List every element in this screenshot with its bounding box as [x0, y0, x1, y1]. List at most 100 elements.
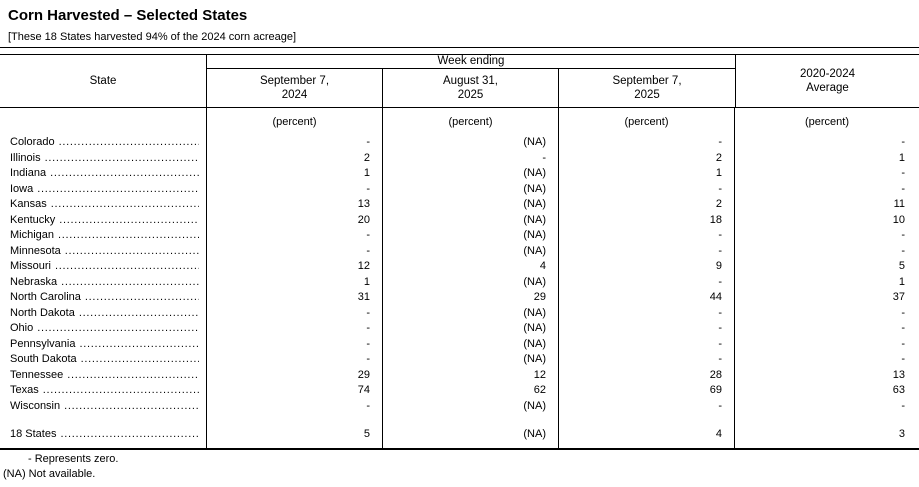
table-row: North Dakota - (NA) - -: [0, 305, 919, 321]
value-sep7-2024: -: [207, 181, 383, 197]
table-row: Indiana 1 (NA) 1 -: [0, 166, 919, 182]
table-row: Nebraska 1 (NA) - 1: [0, 274, 919, 291]
value-sep7-2024: 1: [207, 166, 383, 182]
table-row: Michigan - (NA) - -: [0, 228, 919, 244]
state-name: Pennsylvania: [10, 337, 76, 350]
state-name: Colorado: [10, 136, 55, 148]
value-sep7-2025: -: [559, 135, 735, 151]
value-aug31-2025: (NA): [383, 398, 559, 414]
table-row: Wisconsin - (NA) - -: [0, 398, 919, 414]
value-sep7-2025: 4: [559, 427, 735, 443]
state-name: North Dakota: [10, 306, 75, 319]
value-sep7-2024: -: [207, 321, 383, 337]
unit-label: (percent): [559, 107, 735, 135]
value-sep7-2025: 2: [559, 197, 735, 213]
state-name: Ohio: [10, 322, 34, 334]
value-average: -: [901, 306, 905, 319]
table-row: Colorado - (NA) - -: [0, 135, 919, 151]
state-cell: Missouri: [0, 259, 207, 275]
value-average: 1: [898, 275, 905, 288]
value-aug31-2025: (NA): [383, 166, 559, 182]
column-header-state: State: [0, 55, 207, 107]
state-cell: South Dakota: [0, 352, 207, 368]
state-cell: Pennsylvania: [0, 336, 207, 353]
value-average: -: [901, 244, 905, 257]
dot-leader: [59, 135, 199, 151]
table-row: Illinois 2 - 2 1: [0, 150, 919, 167]
table-body: Colorado - (NA) - - Illinois 2 - 2 1 Ind…: [0, 135, 919, 414]
value-average: -: [901, 399, 905, 412]
state-name: Iowa: [10, 182, 34, 195]
corn-harvested-table: State Week ending September 7, 2024 Augu…: [0, 54, 919, 450]
dot-leader: [67, 368, 199, 384]
value-average: 10: [892, 213, 905, 226]
state-cell: Tennessee: [0, 367, 207, 384]
dot-leader: [50, 166, 199, 182]
value-aug31-2025: 4: [383, 259, 559, 275]
value-aug31-2025: (NA): [383, 243, 559, 259]
table-row: Missouri 12 4 9 5: [0, 259, 919, 275]
dot-leader: [85, 290, 199, 306]
table-bottom-pad: [0, 442, 919, 448]
value-sep7-2025: 9: [559, 259, 735, 275]
unit-cell-blank: [0, 107, 207, 135]
value-sep7-2024: -: [207, 305, 383, 321]
value-aug31-2025: (NA): [383, 135, 559, 151]
value-sep7-2024: 2: [207, 150, 383, 166]
value-average: -: [901, 337, 905, 350]
value-average: 37: [892, 291, 905, 303]
state-cell: Texas: [0, 383, 207, 399]
state-name: South Dakota: [10, 353, 77, 365]
total-label-cell: 18 States: [0, 427, 207, 443]
state-cell: Ohio: [0, 321, 207, 337]
footnote-zero: - Represents zero.: [28, 452, 119, 465]
table-row: Ohio - (NA) - -: [0, 321, 919, 337]
state-cell: North Dakota: [0, 305, 207, 321]
value-average: -: [901, 136, 905, 148]
state-name: North Carolina: [10, 291, 81, 303]
column-header-average: 2020-2024 Average: [735, 55, 919, 107]
unit-label: (percent): [735, 107, 919, 135]
value-sep7-2024: -: [207, 398, 383, 414]
value-sep7-2025: 2: [559, 150, 735, 166]
dot-leader: [79, 337, 199, 353]
value-aug31-2025: -: [383, 150, 559, 166]
dot-leader: [59, 213, 199, 229]
state-name: Missouri: [10, 260, 51, 272]
table-row: Minnesota - (NA) - -: [0, 243, 919, 259]
value-average: -: [901, 322, 905, 334]
value-average: 3: [898, 428, 905, 440]
state-name: Indiana: [10, 167, 47, 179]
value-aug31-2025: 62: [383, 383, 559, 399]
table-row-total: 18 States 5 (NA) 4 3: [0, 427, 919, 443]
value-aug31-2025: 29: [383, 290, 559, 306]
value-average: -: [901, 182, 905, 195]
state-name: Texas: [10, 384, 39, 396]
state-name: Michigan: [10, 229, 55, 241]
state-name: Illinois: [10, 151, 41, 164]
state-cell: Iowa: [0, 181, 207, 197]
value-average: 11: [893, 198, 905, 210]
value-aug31-2025: (NA): [383, 352, 559, 368]
state-cell: Kentucky: [0, 212, 207, 229]
value-sep7-2025: -: [559, 274, 735, 290]
value-sep7-2024: -: [207, 336, 383, 352]
value-aug31-2025: (NA): [383, 427, 559, 443]
dot-leader: [45, 151, 199, 167]
value-aug31-2025: (NA): [383, 274, 559, 290]
value-sep7-2025: 1: [559, 166, 735, 182]
column-header-aug31-2025: August 31, 2025: [383, 69, 559, 107]
dot-leader: [61, 275, 199, 291]
state-cell: Kansas: [0, 197, 207, 213]
state-name: Kentucky: [10, 213, 56, 226]
table-row: Iowa - (NA) - -: [0, 181, 919, 197]
state-cell: Wisconsin: [0, 398, 207, 414]
dot-leader: [81, 352, 199, 368]
state-name: 18 States: [10, 428, 57, 440]
value-average: 13: [892, 368, 905, 381]
table-row: North Carolina 31 29 44 37: [0, 290, 919, 306]
value-sep7-2024: 12: [207, 259, 383, 275]
value-sep7-2025: -: [559, 352, 735, 368]
value-aug31-2025: (NA): [383, 212, 559, 228]
